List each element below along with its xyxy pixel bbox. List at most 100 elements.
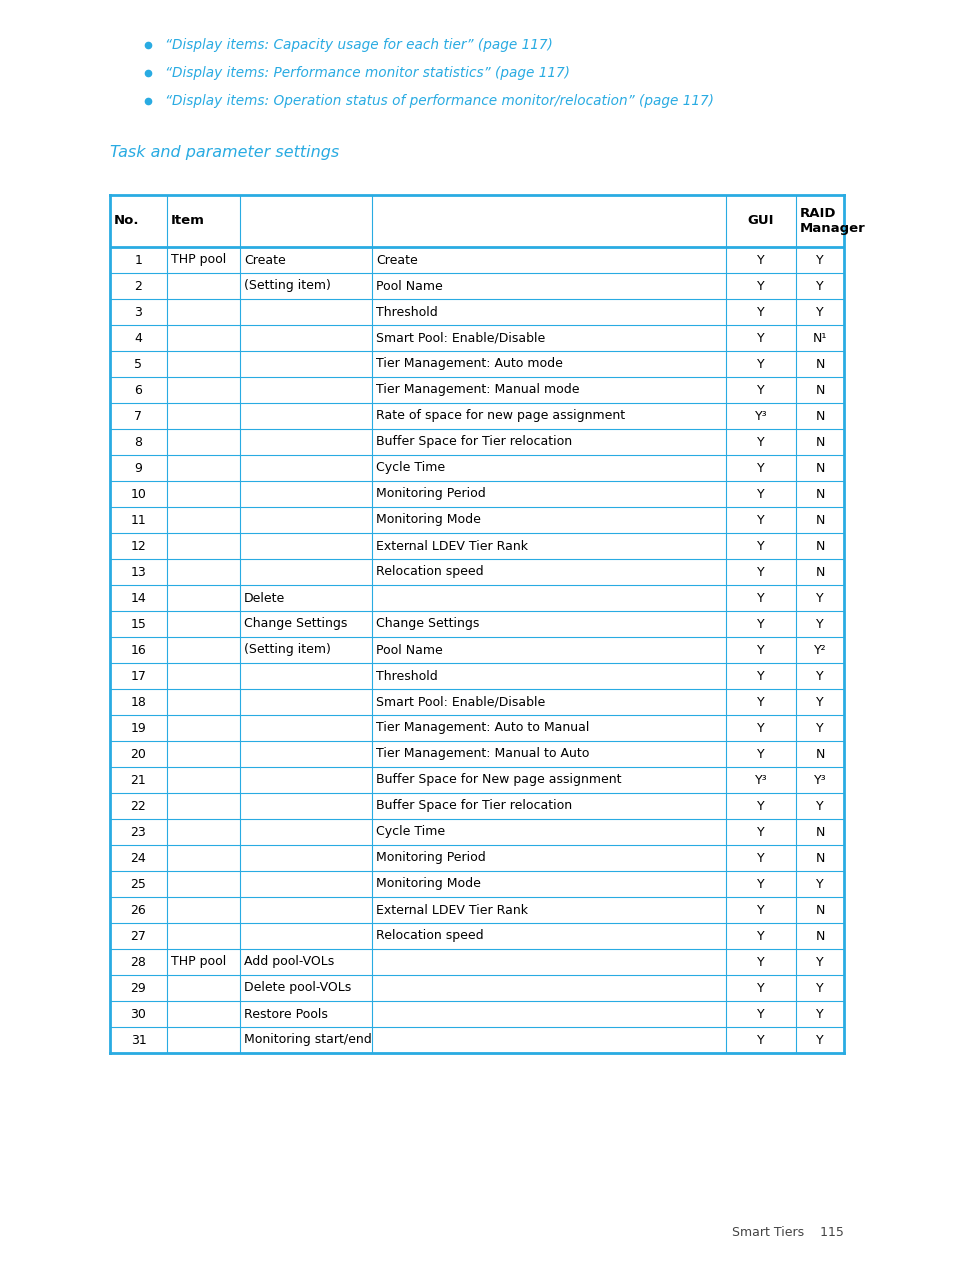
Text: Y: Y <box>757 722 764 735</box>
Text: 7: 7 <box>134 409 142 422</box>
Text: Smart Pool: Enable/Disable: Smart Pool: Enable/Disable <box>375 695 545 708</box>
Text: Y: Y <box>757 747 764 760</box>
Text: Buffer Space for Tier relocation: Buffer Space for Tier relocation <box>375 799 572 812</box>
Text: Y²: Y² <box>813 643 825 657</box>
Text: Smart Tiers    115: Smart Tiers 115 <box>731 1227 843 1239</box>
Text: Smart Pool: Enable/Disable: Smart Pool: Enable/Disable <box>375 332 545 344</box>
Text: Threshold: Threshold <box>375 305 437 319</box>
Text: Threshold: Threshold <box>375 670 437 683</box>
Text: Buffer Space for Tier relocation: Buffer Space for Tier relocation <box>375 436 572 449</box>
Text: Y: Y <box>757 799 764 812</box>
Text: External LDEV Tier Rank: External LDEV Tier Rank <box>375 539 527 553</box>
Text: Y: Y <box>757 280 764 292</box>
Text: N: N <box>815 513 823 526</box>
Text: 16: 16 <box>131 643 146 657</box>
Text: No.: No. <box>113 215 139 228</box>
Text: Relocation speed: Relocation speed <box>375 929 483 943</box>
Text: 26: 26 <box>131 904 146 916</box>
Text: Y: Y <box>816 591 823 605</box>
Text: Y: Y <box>757 305 764 319</box>
Text: Y: Y <box>757 956 764 969</box>
Text: N: N <box>815 357 823 371</box>
Text: Y: Y <box>816 1008 823 1021</box>
Text: Rate of space for new page assignment: Rate of space for new page assignment <box>375 409 624 422</box>
Text: N: N <box>815 461 823 474</box>
Text: “Display items: Operation status of performance monitor/relocation” (page 117): “Display items: Operation status of perf… <box>165 94 713 108</box>
Text: Y: Y <box>757 670 764 683</box>
Text: N: N <box>815 904 823 916</box>
Text: N: N <box>815 384 823 397</box>
Text: “Display items: Capacity usage for each tier” (page 117): “Display items: Capacity usage for each … <box>165 38 553 52</box>
Text: 3: 3 <box>134 305 142 319</box>
Text: N: N <box>815 825 823 839</box>
Text: N: N <box>815 539 823 553</box>
Text: Pool Name: Pool Name <box>375 280 442 292</box>
Text: N: N <box>815 747 823 760</box>
Text: 12: 12 <box>131 539 146 553</box>
Text: Y: Y <box>816 618 823 630</box>
Text: Cycle Time: Cycle Time <box>375 825 445 839</box>
Text: Y: Y <box>757 513 764 526</box>
Text: 21: 21 <box>131 774 146 787</box>
Text: Create: Create <box>375 253 417 267</box>
Text: Y: Y <box>816 670 823 683</box>
Text: 11: 11 <box>131 513 146 526</box>
Text: N: N <box>815 436 823 449</box>
Text: N: N <box>815 488 823 501</box>
Text: Delete: Delete <box>244 591 285 605</box>
Text: Y: Y <box>757 618 764 630</box>
Text: Monitoring Mode: Monitoring Mode <box>375 877 480 891</box>
Text: 18: 18 <box>131 695 146 708</box>
Text: Y: Y <box>816 695 823 708</box>
Text: GUI: GUI <box>747 215 774 228</box>
Text: Y: Y <box>816 981 823 994</box>
Text: Restore Pools: Restore Pools <box>244 1008 328 1021</box>
Text: Y: Y <box>757 539 764 553</box>
Text: 10: 10 <box>131 488 146 501</box>
Text: Relocation speed: Relocation speed <box>375 566 483 578</box>
Text: 29: 29 <box>131 981 146 994</box>
Text: 20: 20 <box>131 747 146 760</box>
Text: Monitoring Period: Monitoring Period <box>375 852 485 864</box>
Text: (Setting item): (Setting item) <box>244 643 331 657</box>
Text: 9: 9 <box>134 461 142 474</box>
Text: Y: Y <box>816 799 823 812</box>
Text: Y: Y <box>816 722 823 735</box>
Text: Tier Management: Auto to Manual: Tier Management: Auto to Manual <box>375 722 589 735</box>
Text: 31: 31 <box>131 1033 146 1046</box>
Text: 15: 15 <box>131 618 146 630</box>
Text: N: N <box>815 852 823 864</box>
Text: 8: 8 <box>134 436 142 449</box>
Text: Y: Y <box>757 384 764 397</box>
Text: Y: Y <box>816 280 823 292</box>
Text: 5: 5 <box>134 357 142 371</box>
Text: Tier Management: Manual mode: Tier Management: Manual mode <box>375 384 578 397</box>
Text: 22: 22 <box>131 799 146 812</box>
Text: THP pool: THP pool <box>171 956 226 969</box>
Text: External LDEV Tier Rank: External LDEV Tier Rank <box>375 904 527 916</box>
Text: 28: 28 <box>131 956 146 969</box>
Text: THP pool: THP pool <box>171 253 226 267</box>
Text: Y: Y <box>757 253 764 267</box>
Text: Y: Y <box>757 929 764 943</box>
Text: Create: Create <box>244 253 286 267</box>
Text: 4: 4 <box>134 332 142 344</box>
Text: Y³: Y³ <box>754 774 766 787</box>
Text: Y: Y <box>757 1033 764 1046</box>
Text: N: N <box>815 409 823 422</box>
Text: “Display items: Performance monitor statistics” (page 117): “Display items: Performance monitor stat… <box>165 66 569 80</box>
Text: Tier Management: Manual to Auto: Tier Management: Manual to Auto <box>375 747 589 760</box>
Text: Y: Y <box>757 566 764 578</box>
Text: Y: Y <box>757 488 764 501</box>
Text: Cycle Time: Cycle Time <box>375 461 445 474</box>
Text: Y: Y <box>757 643 764 657</box>
Text: Change Settings: Change Settings <box>375 618 478 630</box>
Text: Y: Y <box>757 904 764 916</box>
Text: Y: Y <box>816 877 823 891</box>
Text: 23: 23 <box>131 825 146 839</box>
Text: RAID
Manager: RAID Manager <box>800 207 864 235</box>
Text: N: N <box>815 566 823 578</box>
Text: 30: 30 <box>131 1008 146 1021</box>
Text: Monitoring Mode: Monitoring Mode <box>375 513 480 526</box>
Text: 13: 13 <box>131 566 146 578</box>
